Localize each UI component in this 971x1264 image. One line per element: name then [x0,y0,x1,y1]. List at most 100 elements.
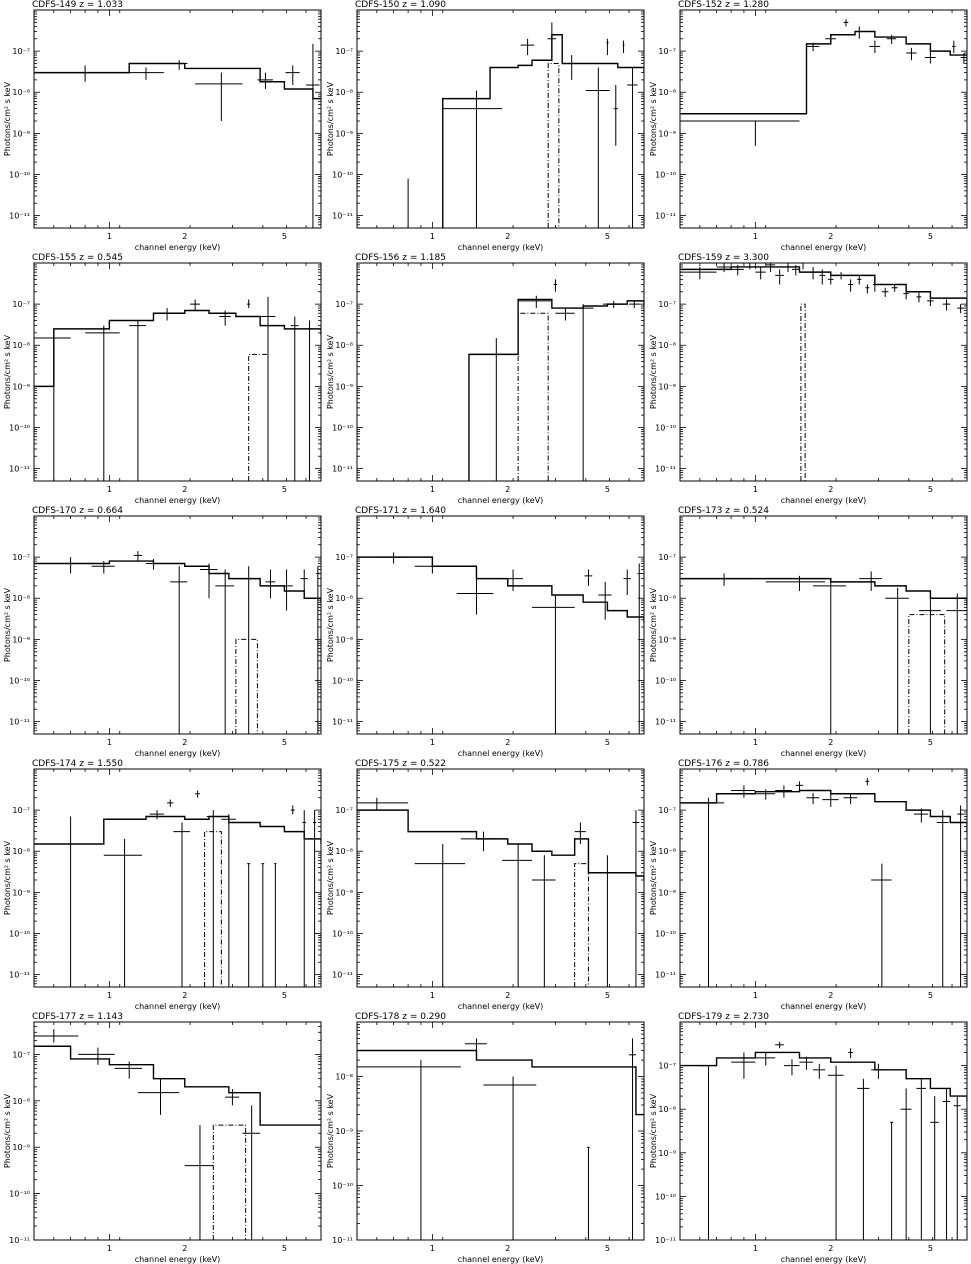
plot-frame [33,768,322,988]
line-component [517,312,549,481]
y-tick-label: 10⁻⁷ [658,553,676,562]
x-axis-label: channel energy (keV) [781,1255,867,1264]
chart-title: CDFS-177 z = 1.143 [32,1012,123,1022]
x-tick-label: 1 [107,738,112,747]
chart-panel: CDFS-155 z = 0.545 1 2 5 channel energy (keV… [3,253,322,505]
chart-title: CDFS-174 z = 1.550 [32,759,123,769]
y-tick-label: 10⁻¹¹ [655,971,676,980]
chart-title: CDFS-173 z = 0.524 [678,506,769,516]
y-tick-label: 10⁻¹¹ [9,971,30,980]
y-axis-label: Photons/cm² s keV [3,81,12,156]
x-tick-label: 5 [605,485,610,494]
y-axis-label: Photons/cm² s keV [326,1093,335,1168]
plot-frame [679,515,968,735]
y-tick-label: 10⁻⁸ [12,88,30,97]
plot-area [401,22,644,228]
y-tick-label: 10⁻¹⁰ [655,423,676,432]
plot-frame [356,9,645,229]
x-tick-label: 2 [828,232,833,241]
x-axis-label: channel energy (keV) [458,496,544,505]
x-axis-label: channel energy (keV) [135,1255,221,1264]
x-axis-label: channel energy (keV) [135,749,221,758]
x-tick-label: 1 [753,232,758,241]
plot-frame [679,9,968,229]
x-tick-label: 2 [828,991,833,1000]
plot-frame [679,1021,968,1241]
x-tick-label: 2 [505,991,510,1000]
line-component [547,63,560,228]
y-tick-label: 10⁻¹¹ [332,971,353,980]
y-tick-label: 10⁻¹⁰ [9,676,30,685]
y-tick-label: 10⁻⁹ [335,129,353,138]
chart-panel: CDFS-176 z = 0.786 1 2 5 channel energy (keV… [649,759,968,1011]
y-tick-label: 10⁻⁷ [658,47,676,56]
x-axis-label: channel energy (keV) [458,1255,544,1264]
y-tick-label: 10⁻⁸ [335,341,353,350]
x-tick-label: 2 [505,232,510,241]
chart-panel: CDFS-150 z = 1.090 1 2 5 channel energy (keV… [326,0,645,252]
y-tick-label: 10⁻¹¹ [655,718,676,727]
line-component [212,1124,247,1240]
x-tick-label: 5 [282,1244,287,1253]
y-tick-label: 10⁻¹¹ [332,465,353,474]
y-axis-label: Photons/cm² s keV [3,587,12,662]
plot-frame [33,515,322,735]
x-tick-label: 1 [753,738,758,747]
y-axis-label: Photons/cm² s keV [326,334,335,409]
y-tick-label: 10⁻¹⁰ [655,676,676,685]
line-component [235,638,258,734]
model-line [468,298,644,481]
y-tick-label: 10⁻¹⁰ [655,170,676,179]
y-tick-label: 10⁻⁷ [12,300,30,309]
y-tick-label: 10⁻⁹ [12,635,30,644]
plot-frame [356,262,645,482]
y-tick-label: 10⁻¹¹ [655,1236,676,1245]
y-axis-label: Photons/cm² s keV [326,840,335,915]
chart-panel: CDFS-149 z = 1.033 1 2 5 channel energy (keV… [3,0,322,252]
y-axis-label: Photons/cm² s keV [649,334,658,409]
model-line [680,30,967,115]
model-line [680,789,967,832]
chart-panel: CDFS-179 z = 2.730 1 2 5 channel energy (keV… [649,1012,968,1264]
x-tick-label: 5 [282,232,287,241]
chart-panel: CDFS-177 z = 1.143 1 2 5 channel energy (keV… [3,1012,322,1264]
y-tick-label: 10⁻⁹ [335,888,353,897]
chart-title: CDFS-152 z = 1.280 [678,0,769,10]
chart-title: CDFS-179 z = 2.730 [678,1012,769,1022]
chart-panel: CDFS-170 z = 0.664 1 2 5 channel energy (keV… [3,506,322,758]
plot-frame [33,262,322,482]
chart-panel: CDFS-152 z = 1.280 1 2 5 channel energy (keV… [649,0,968,252]
x-tick-label: 1 [753,485,758,494]
x-tick-label: 5 [928,485,933,494]
y-axis-label: Photons/cm² s keV [649,840,658,915]
x-axis-label: channel energy (keV) [458,243,544,252]
x-tick-label: 2 [828,1244,833,1253]
chart-title: CDFS-155 z = 0.545 [32,253,123,263]
chart-title: CDFS-175 z = 0.522 [355,759,446,769]
model-line [34,309,321,388]
chart-panel: CDFS-173 z = 0.524 1 2 5 channel energy (keV… [649,506,968,758]
line-component [800,303,806,481]
y-tick-label: 10⁻⁹ [658,382,676,391]
plot-area [357,1038,644,1240]
y-tick-label: 10⁻⁹ [12,129,30,138]
plot-frame [356,1021,645,1241]
x-tick-label: 5 [282,738,287,747]
plot-frame [356,515,645,735]
y-tick-label: 10⁻⁸ [335,594,353,603]
x-axis-label: channel energy (keV) [135,243,221,252]
y-tick-label: 10⁻¹⁰ [9,1190,30,1199]
y-tick-label: 10⁻⁹ [658,129,676,138]
plot-frame [679,262,968,482]
y-axis-label: Photons/cm² s keV [649,587,658,662]
y-tick-label: 10⁻⁸ [12,847,30,856]
y-tick-label: 10⁻⁷ [335,553,353,562]
model-line [680,577,967,605]
plot-frame [356,768,645,988]
y-tick-label: 10⁻⁹ [658,1149,676,1158]
x-axis-label: channel energy (keV) [458,1002,544,1011]
y-tick-label: 10⁻⁷ [335,47,353,56]
x-tick-label: 5 [605,738,610,747]
plot-area [34,296,321,481]
x-tick-label: 5 [282,991,287,1000]
